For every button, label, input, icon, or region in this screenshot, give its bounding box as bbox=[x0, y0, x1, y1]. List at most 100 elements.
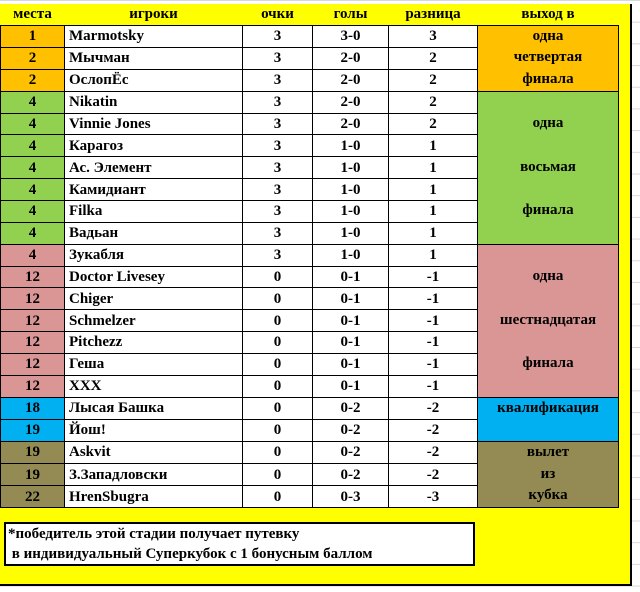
goals-cell: 0-3 bbox=[312, 485, 389, 509]
place-cell: 2 bbox=[0, 46, 65, 70]
exit-stage-text: кубка bbox=[528, 487, 568, 504]
diff-cell: -2 bbox=[388, 440, 478, 464]
player-cell: З.Западловски bbox=[64, 462, 243, 487]
header-points: очки bbox=[242, 4, 313, 26]
goals-cell: 0-1 bbox=[312, 374, 389, 398]
goals-cell: 0-1 bbox=[312, 287, 389, 311]
exit-stage-text: финала bbox=[522, 71, 574, 88]
table-row: 19 З.Западловски 0 0-2 -2 bbox=[0, 462, 619, 487]
header-exit: выход в bbox=[477, 4, 619, 26]
place-cell: 22 bbox=[0, 485, 65, 509]
player-cell: Chiger bbox=[64, 287, 243, 311]
diff-cell: 1 bbox=[388, 156, 478, 180]
points-cell: 0 bbox=[242, 374, 313, 398]
player-cell: Filka bbox=[64, 199, 243, 223]
goals-cell: 1-0 bbox=[312, 156, 389, 180]
goals-cell: 1-0 bbox=[312, 134, 389, 158]
player-cell: XXX bbox=[64, 374, 243, 398]
exit-stage-text: одна bbox=[532, 115, 564, 132]
place-cell: 4 bbox=[0, 199, 65, 223]
place-cell: 4 bbox=[0, 178, 65, 201]
diff-cell: 3 bbox=[388, 24, 478, 48]
player-cell: Askvit bbox=[64, 440, 243, 464]
exit-stage-cell: одна четвертая финала bbox=[477, 24, 619, 92]
diff-cell: -2 bbox=[388, 418, 478, 442]
table-row: 4 Filka 3 1-0 1 bbox=[0, 199, 619, 223]
goals-cell: 0-1 bbox=[312, 309, 389, 332]
points-cell: 0 bbox=[242, 396, 313, 420]
diff-cell: -3 bbox=[388, 485, 478, 509]
goals-cell: 0-2 bbox=[312, 418, 389, 442]
player-cell: ОслопЁс bbox=[64, 68, 243, 92]
table-row: 2 Мычман 3 2-0 2 bbox=[0, 46, 619, 70]
points-cell: 0 bbox=[242, 330, 313, 354]
player-cell: Marmotsky bbox=[64, 24, 243, 48]
table-row: 19 Йош! 0 0-2 -2 bbox=[0, 418, 619, 442]
exit-stage-text: шестнадцатая bbox=[499, 311, 597, 328]
table-row: 22 HrenSbugra 0 0-3 -3 bbox=[0, 485, 619, 509]
place-cell: 4 bbox=[0, 112, 65, 136]
diff-cell: 2 bbox=[388, 90, 478, 114]
points-cell: 3 bbox=[242, 178, 313, 201]
points-cell: 0 bbox=[242, 440, 313, 464]
place-cell: 12 bbox=[0, 330, 65, 354]
exit-stage-text: одна bbox=[532, 268, 564, 285]
diff-cell: -1 bbox=[388, 265, 478, 289]
goals-cell: 2-0 bbox=[312, 112, 389, 136]
table-row: 18 Лысая Башка 0 0-2 -2 квалификация bbox=[0, 396, 619, 442]
place-cell: 4 bbox=[0, 90, 65, 114]
points-cell: 3 bbox=[242, 134, 313, 158]
diff-cell: 2 bbox=[388, 46, 478, 70]
player-cell: Pitchezz bbox=[64, 330, 243, 354]
header-players: игроки bbox=[64, 4, 243, 26]
table-row: 12 Chiger 0 0-1 -1 bbox=[0, 287, 619, 311]
points-cell: 0 bbox=[242, 418, 313, 442]
place-cell: 4 bbox=[0, 243, 65, 267]
diff-cell: 2 bbox=[388, 112, 478, 136]
table-row: 12 Pitchezz 0 0-1 -1 bbox=[0, 330, 619, 354]
standings-table: места игроки очки голы разница выход в 1… bbox=[0, 4, 619, 509]
goals-cell: 3-0 bbox=[312, 24, 389, 48]
exit-stage-cell: одна восьмая финала bbox=[477, 90, 619, 245]
goals-cell: 0-2 bbox=[312, 396, 389, 420]
place-cell: 19 bbox=[0, 440, 65, 464]
footnote-box: *победитель этой стадии получает путевку… bbox=[4, 522, 475, 566]
table-row: 12 XXX 0 0-1 -1 bbox=[0, 374, 619, 398]
place-cell: 1 bbox=[0, 24, 65, 48]
place-cell: 12 bbox=[0, 309, 65, 332]
place-cell: 12 bbox=[0, 265, 65, 289]
table-row: 19 Askvit 0 0-2 -2 вылет из кубка bbox=[0, 440, 619, 509]
diff-cell: -1 bbox=[388, 330, 478, 354]
table-row: 4 Vinnie Jones 3 2-0 2 bbox=[0, 112, 619, 136]
player-cell: Йош! bbox=[64, 418, 243, 442]
exit-stage-cell: вылет из кубка bbox=[477, 440, 619, 509]
place-cell: 19 bbox=[0, 462, 65, 487]
table-row: 4 Nikatin 3 2-0 2 одна восьмая финала bbox=[0, 90, 619, 245]
exit-stage-text: финала bbox=[522, 355, 574, 372]
footnote-line-2: в индивидуальный Суперкубок с 1 бонусным… bbox=[8, 546, 373, 562]
diff-cell: -2 bbox=[388, 462, 478, 487]
points-cell: 0 bbox=[242, 352, 313, 376]
points-cell: 3 bbox=[242, 24, 313, 48]
place-cell: 12 bbox=[0, 374, 65, 398]
player-cell: Ас. Элемент bbox=[64, 156, 243, 180]
player-cell: Карагоз bbox=[64, 134, 243, 158]
place-cell: 12 bbox=[0, 352, 65, 376]
table-row: 12 Doctor Livesey 0 0-1 -1 bbox=[0, 265, 619, 289]
player-cell: Мычман bbox=[64, 46, 243, 70]
place-cell: 4 bbox=[0, 134, 65, 158]
diff-cell: -1 bbox=[388, 352, 478, 376]
header-goals: голы bbox=[312, 4, 389, 26]
place-cell: 2 bbox=[0, 68, 65, 92]
table-row: 2 ОслопЁс 3 2-0 2 bbox=[0, 68, 619, 92]
points-cell: 3 bbox=[242, 221, 313, 245]
exit-stage-text: вылет bbox=[526, 443, 570, 460]
goals-cell: 0-1 bbox=[312, 330, 389, 354]
player-cell: Vinnie Jones bbox=[64, 112, 243, 136]
header-row: места игроки очки голы разница выход в bbox=[0, 4, 619, 26]
table-row: 4 Камидиант 3 1-0 1 bbox=[0, 178, 619, 201]
exit-stage-text: четвертая bbox=[513, 49, 583, 66]
goals-cell: 1-0 bbox=[312, 221, 389, 245]
table-row: 1 Marmotsky 3 3-0 3 одна четвертая финала bbox=[0, 24, 619, 92]
player-cell: Геша bbox=[64, 352, 243, 376]
